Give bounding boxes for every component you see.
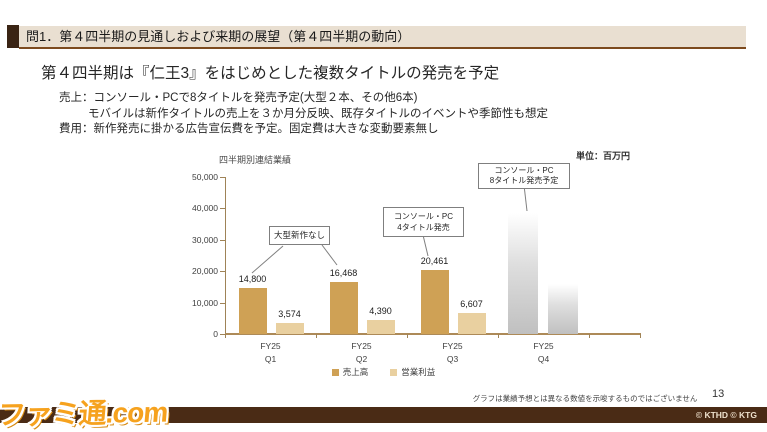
- bar-value-label: 6,607: [460, 299, 483, 310]
- y-tick-mark: [220, 271, 225, 273]
- y-tick-label: 40,000: [192, 203, 218, 214]
- forecast-bar-profit-q4: [547, 282, 578, 334]
- forecast-bar-sales-q4: [507, 208, 538, 334]
- x-tick-mark: [640, 334, 641, 338]
- bar-value-label: 14,800: [238, 273, 267, 284]
- y-tick-label: 20,000: [192, 266, 218, 277]
- quarterly-results-chart: 四半期別連結業績 単位：百万円 50,000 40,000 30,000 20,000…: [0, 145, 767, 390]
- sales-line-1: 売上：コンソール・PCで8タイトルを発売予定(大型２本、その他6本): [59, 92, 418, 104]
- sales-line-2: モバイルは新作タイトルの売上を３か月分反映、既存タイトルのイベントや季節性も想定: [88, 107, 548, 120]
- annotation-no-major-title: 大型新作なし: [269, 226, 330, 245]
- slide-header: 問1．第４四半期の見通しおよび来期の展望（第４四半期の動向）: [19, 26, 746, 47]
- bar-sales-q3: [420, 269, 449, 334]
- annotation-q3-releases: コンソール・PC 4タイトル発売: [383, 207, 464, 237]
- legend-swatch: [390, 368, 398, 376]
- legend-item: 売上高: [331, 366, 368, 378]
- bar-value-label: 3,574: [278, 308, 301, 319]
- chart-disclaimer: グラフは業績予想とは異なる数値を示唆するものではございません: [472, 394, 698, 403]
- slide-title: 第４四半期は『仁王3』をはじめとした複数タイトルの発売を予定: [41, 65, 500, 82]
- y-tick-mark: [220, 208, 225, 210]
- y-tick-label: 30,000: [192, 234, 218, 245]
- y-tick-label: 0: [213, 329, 218, 339]
- y-tick-mark: [220, 334, 225, 335]
- header-accent-block: [7, 25, 19, 48]
- bottom-copyright-bar: © KTHD © KTG: [0, 407, 767, 423]
- x-tick-mark: [498, 334, 499, 338]
- legend-swatch: [331, 368, 339, 376]
- slide-header-title: 問1．第４四半期の見通しおよび来期の展望（第４四半期の動向）: [26, 29, 411, 44]
- x-tick-mark: [589, 334, 590, 338]
- bar-value-label: 4,390: [369, 306, 392, 317]
- copyright-text: © KTHD © KTG: [695, 410, 757, 420]
- bar-sales-q1: [238, 287, 267, 334]
- bar-sales-q2: [329, 282, 358, 334]
- x-category-label: FY25 Q3: [442, 341, 463, 364]
- x-category-label: FY25 Q4: [533, 341, 554, 364]
- cost-line: 費用：新作発売に掛かる広告宣伝費を予定。固定費は大きな変動要素無し: [59, 123, 439, 135]
- bar-value-label: 20,461: [420, 255, 449, 266]
- y-tick-mark: [220, 177, 225, 178]
- bar-profit-q2: [366, 320, 395, 334]
- legend-item: 営業利益: [390, 366, 435, 378]
- y-tick-mark: [220, 239, 225, 241]
- bar-profit-q3: [457, 313, 486, 334]
- bar-profit-q1: [275, 322, 304, 334]
- y-tick-label: 10,000: [192, 297, 218, 308]
- x-category-label: FY25 Q2: [351, 341, 372, 364]
- chart-title: 四半期別連結業績: [218, 155, 291, 165]
- x-axis-line: [225, 333, 641, 335]
- bar-value-label: 16,468: [329, 268, 358, 279]
- unit-label: 単位：百万円: [576, 151, 631, 161]
- x-tick-mark: [225, 334, 226, 338]
- page-number: 13: [712, 388, 725, 400]
- x-category-label: FY25 Q1: [260, 341, 281, 364]
- y-axis-line: [225, 177, 226, 334]
- chart-legend: 売上高 営業利益: [0, 366, 767, 378]
- body-text: 売上：コンソール・PCで8タイトルを発売予定(大型２本、その他6本) モバイルは…: [59, 91, 548, 138]
- y-tick-label: 50,000: [192, 172, 218, 182]
- x-tick-mark: [316, 334, 317, 338]
- header-underline: [19, 47, 746, 49]
- x-tick-mark: [407, 334, 408, 338]
- annotation-q4-planned-releases: コンソール・PC 8タイトル発売予定: [478, 163, 570, 189]
- famitsu-watermark-logo: ファミ通.com: [0, 396, 169, 431]
- y-tick-mark: [220, 302, 225, 304]
